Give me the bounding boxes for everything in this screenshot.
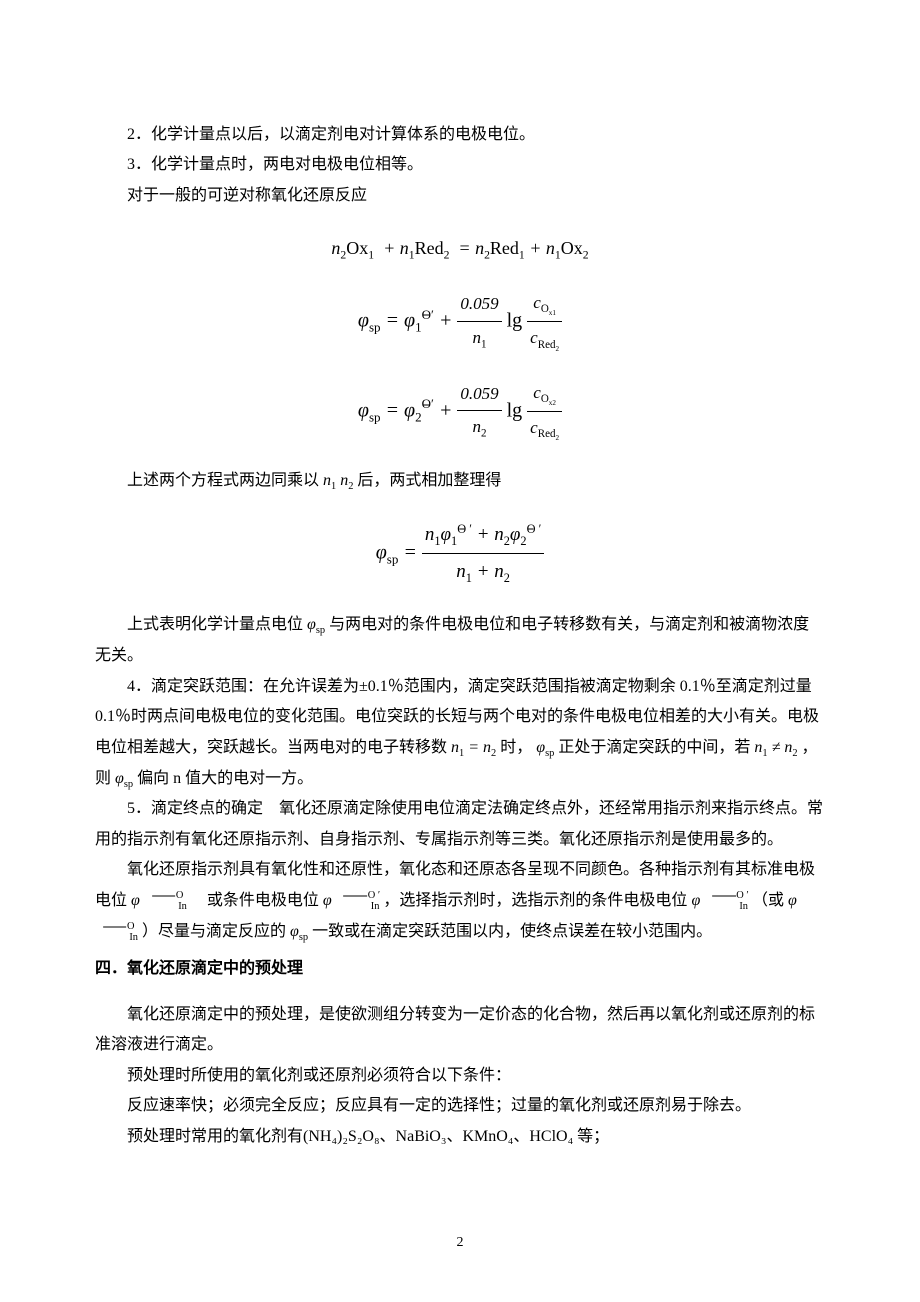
section-4-title: 四．氧化还原滴定中的预处理 xyxy=(95,954,825,984)
paragraph-5-a: 上式表明化学计量点电位 xyxy=(127,616,303,633)
document-page: 2．化学计量点以后，以滴定剂电对计算体系的电极电位。 3．化学计量点时，两电对电… xyxy=(0,0,920,1302)
paragraph-2: 3．化学计量点时，两电对电极电位相等。 xyxy=(95,150,825,180)
paragraph-4: 上述两个方程式两边同乘以 n1 n2 后，两式相加整理得 xyxy=(95,466,825,497)
equation-2: φsp = φ1O′ + 0.059n1 lg cOx1 cRed2 xyxy=(95,287,825,357)
page-number: 2 xyxy=(0,1230,920,1257)
paragraph-8-b: 或条件电极电位 xyxy=(191,892,319,909)
inline-phi-in-1: φ OIn xyxy=(131,892,187,909)
paragraph-4-b: 后，两式相加整理得 xyxy=(357,472,501,489)
paragraph-6-c: 正处于滴定突跃的中间，若 xyxy=(558,739,750,756)
paragraph-8-c: ，选择指示剂时，选指示剂的条件电极电位 xyxy=(383,892,687,909)
inline-phi-in-2: φ O ′In xyxy=(323,892,380,909)
paragraph-8-d: （或 xyxy=(752,892,784,909)
paragraph-3: 对于一般的可逆对称氧化还原反应 xyxy=(95,181,825,211)
inline-n1eqn2: n1 = n2 xyxy=(451,739,496,756)
paragraph-10: 预处理时所使用的氧化剂或还原剂必须符合以下条件： xyxy=(95,1061,825,1091)
inline-phi-in-3: φ O ′In xyxy=(691,892,748,909)
paragraph-4-a: 上述两个方程式两边同乘以 xyxy=(127,472,319,489)
paragraph-6: 4．滴定突跃范围：在允许误差为±0.1％范围内，滴定突跃范围指被滴定物剩余 0.… xyxy=(95,672,825,795)
paragraph-8: 氧化还原指示剂具有氧化性和还原性，氧化态和还原态各呈现不同颜色。各种指示剂有其标… xyxy=(95,855,825,947)
equation-4: φsp = n1φ1O ′ + n2φ2O ′ n1 + n2 xyxy=(95,517,825,591)
inline-phi-sp-3: φsp xyxy=(115,770,133,787)
paragraph-11: 反应速率快；必须完全反应；反应具有一定的选择性；过量的氧化剂或还原剂易于除去。 xyxy=(95,1091,825,1121)
paragraph-7: 5．滴定终点的确定 氧化还原滴定除使用电位滴定法确定终点外，还经常用指示剂来指示… xyxy=(95,794,825,855)
paragraph-6-e: 偏向 n 值大的电对一方。 xyxy=(137,770,313,787)
paragraph-6-b: 时， xyxy=(500,739,532,756)
paragraph-5: 上式表明化学计量点电位 φsp 与两电对的条件电极电位和电子转移数有关，与滴定剂… xyxy=(95,610,825,671)
paragraph-1: 2．化学计量点以后，以滴定剂电对计算体系的电极电位。 xyxy=(95,120,825,150)
equation-1: n2Ox1 + n1Red2 = n2Red1 + n1Ox2 xyxy=(95,231,825,267)
inline-n1nen2: n1 ≠ n2 xyxy=(754,739,797,756)
paragraph-8-f: 一致或在滴定突跃范围以内，使终点误差在较小范围内。 xyxy=(312,923,712,940)
paragraph-12: 预处理时常用的氧化剂有(NH₄)₂S₂O₈、NaBiO₃、KMnO₄、HClO₄… xyxy=(95,1122,825,1152)
inline-phi-sp-1: φsp xyxy=(307,616,325,633)
inline-phi-sp-2: φsp xyxy=(536,739,554,756)
paragraph-9: 氧化还原滴定中的预处理，是使欲测组分转变为一定价态的化合物，然后再以氧化剂或还原… xyxy=(95,1000,825,1061)
inline-n1n2: n1 n2 xyxy=(323,472,353,489)
equation-3: φsp = φ2O′ + 0.059n2 lg cOx2 cRed2 xyxy=(95,377,825,447)
inline-phi-sp-4: φsp xyxy=(290,923,308,940)
paragraph-8-e: ）尽量与滴定反应的 xyxy=(142,923,286,940)
